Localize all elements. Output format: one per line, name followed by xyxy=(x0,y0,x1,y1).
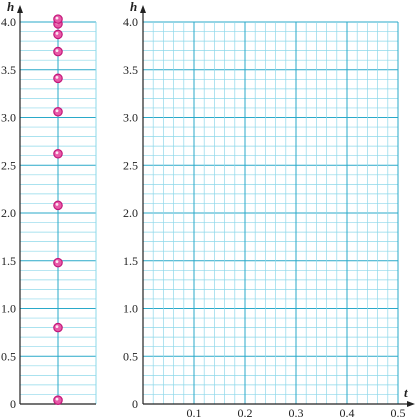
data-point-marker xyxy=(53,46,63,57)
y-tick-label: 3.0 xyxy=(123,111,138,125)
data-point-marker xyxy=(53,148,63,159)
data-point-highlight xyxy=(55,75,59,79)
strobe-panel-tick-labels: 0 0.5 1.0 1.5 2.0 2.5 3.0 3.5 4.0 xyxy=(1,15,16,411)
strobe-panel-points xyxy=(53,14,63,405)
data-point-highlight xyxy=(55,202,59,206)
data-point-highlight xyxy=(55,397,59,401)
graph-panel-x-tick-labels: 0.1 0.2 0.3 0.4 0.5 xyxy=(187,406,406,419)
graph-panel-axes xyxy=(140,5,415,407)
y-axis-arrow xyxy=(140,5,146,13)
graph-panel-y-axis-label: h xyxy=(130,0,137,14)
x-tick-label: 0.5 xyxy=(391,406,406,419)
y-tick-label: 0.5 xyxy=(123,349,138,363)
strobe-panel-y-axis-label: h xyxy=(7,0,14,14)
x-tick-label: 0.1 xyxy=(187,406,202,419)
x-tick-label: 0.4 xyxy=(340,406,355,419)
x-tick-label: 0.3 xyxy=(289,406,304,419)
data-point-highlight xyxy=(55,260,59,264)
data-point-highlight xyxy=(55,16,59,20)
y-tick-label: 2.5 xyxy=(1,158,16,172)
data-point xyxy=(53,200,63,211)
graph-panel-grid xyxy=(143,21,399,405)
y-tick-label: 3.5 xyxy=(1,63,16,77)
data-point-marker xyxy=(53,200,63,211)
y-tick-label: 0 xyxy=(10,397,16,411)
y-tick-label: 0.5 xyxy=(1,349,16,363)
data-point-marker xyxy=(53,29,63,40)
graph-panel: 00.51.01.52.02.53.03.54.0 0.1 0.2 0.3 0.4 0.… xyxy=(123,0,415,419)
data-point-highlight xyxy=(55,325,59,328)
graph-panel-x-axis-label: t xyxy=(404,385,408,400)
y-tick-label: 1.0 xyxy=(123,302,138,316)
data-point xyxy=(53,395,63,405)
y-tick-label: 2.0 xyxy=(1,206,16,220)
data-point-marker xyxy=(53,322,63,333)
y-tick-label: 3.0 xyxy=(1,111,16,125)
y-axis-arrow xyxy=(17,5,23,13)
data-point-marker xyxy=(53,106,63,117)
data-point-marker xyxy=(53,257,63,268)
y-tick-label: 3.5 xyxy=(123,63,138,77)
strobe-panel: 0 0.5 1.0 1.5 2.0 2.5 3.0 3.5 4.0 h xyxy=(1,0,97,411)
y-tick-label: 4.0 xyxy=(123,15,138,29)
data-point xyxy=(53,46,63,57)
y-tick-label: 1.0 xyxy=(1,302,16,316)
data-point-highlight xyxy=(55,151,59,155)
data-point-marker xyxy=(53,14,63,24)
data-point xyxy=(53,257,63,268)
data-point-highlight xyxy=(55,49,59,53)
data-point-marker xyxy=(53,395,63,405)
data-point xyxy=(53,29,63,40)
data-point xyxy=(53,14,63,24)
y-tick-label: 2.5 xyxy=(123,158,138,172)
x-axis-arrow xyxy=(407,401,415,407)
data-point-highlight xyxy=(55,32,59,35)
data-point xyxy=(53,148,63,159)
y-tick-label: 4.0 xyxy=(1,15,16,29)
data-point-marker xyxy=(53,73,63,84)
data-point xyxy=(53,322,63,333)
y-tick-label: 2.0 xyxy=(123,206,138,220)
graph-panel-y-tick-labels: 0 0.5 1.0 1.5 2.0 2.5 3.0 3.5 4.0 xyxy=(123,15,138,411)
y-tick-label: 1.5 xyxy=(1,254,16,268)
data-point xyxy=(53,73,63,84)
strobe-panel-grid xyxy=(20,21,97,405)
data-point xyxy=(53,106,63,117)
y-tick-label: 0 xyxy=(132,397,138,411)
y-tick-label: 1.5 xyxy=(123,254,138,268)
data-point-highlight xyxy=(55,109,59,113)
x-tick-label: 0.2 xyxy=(238,406,253,419)
